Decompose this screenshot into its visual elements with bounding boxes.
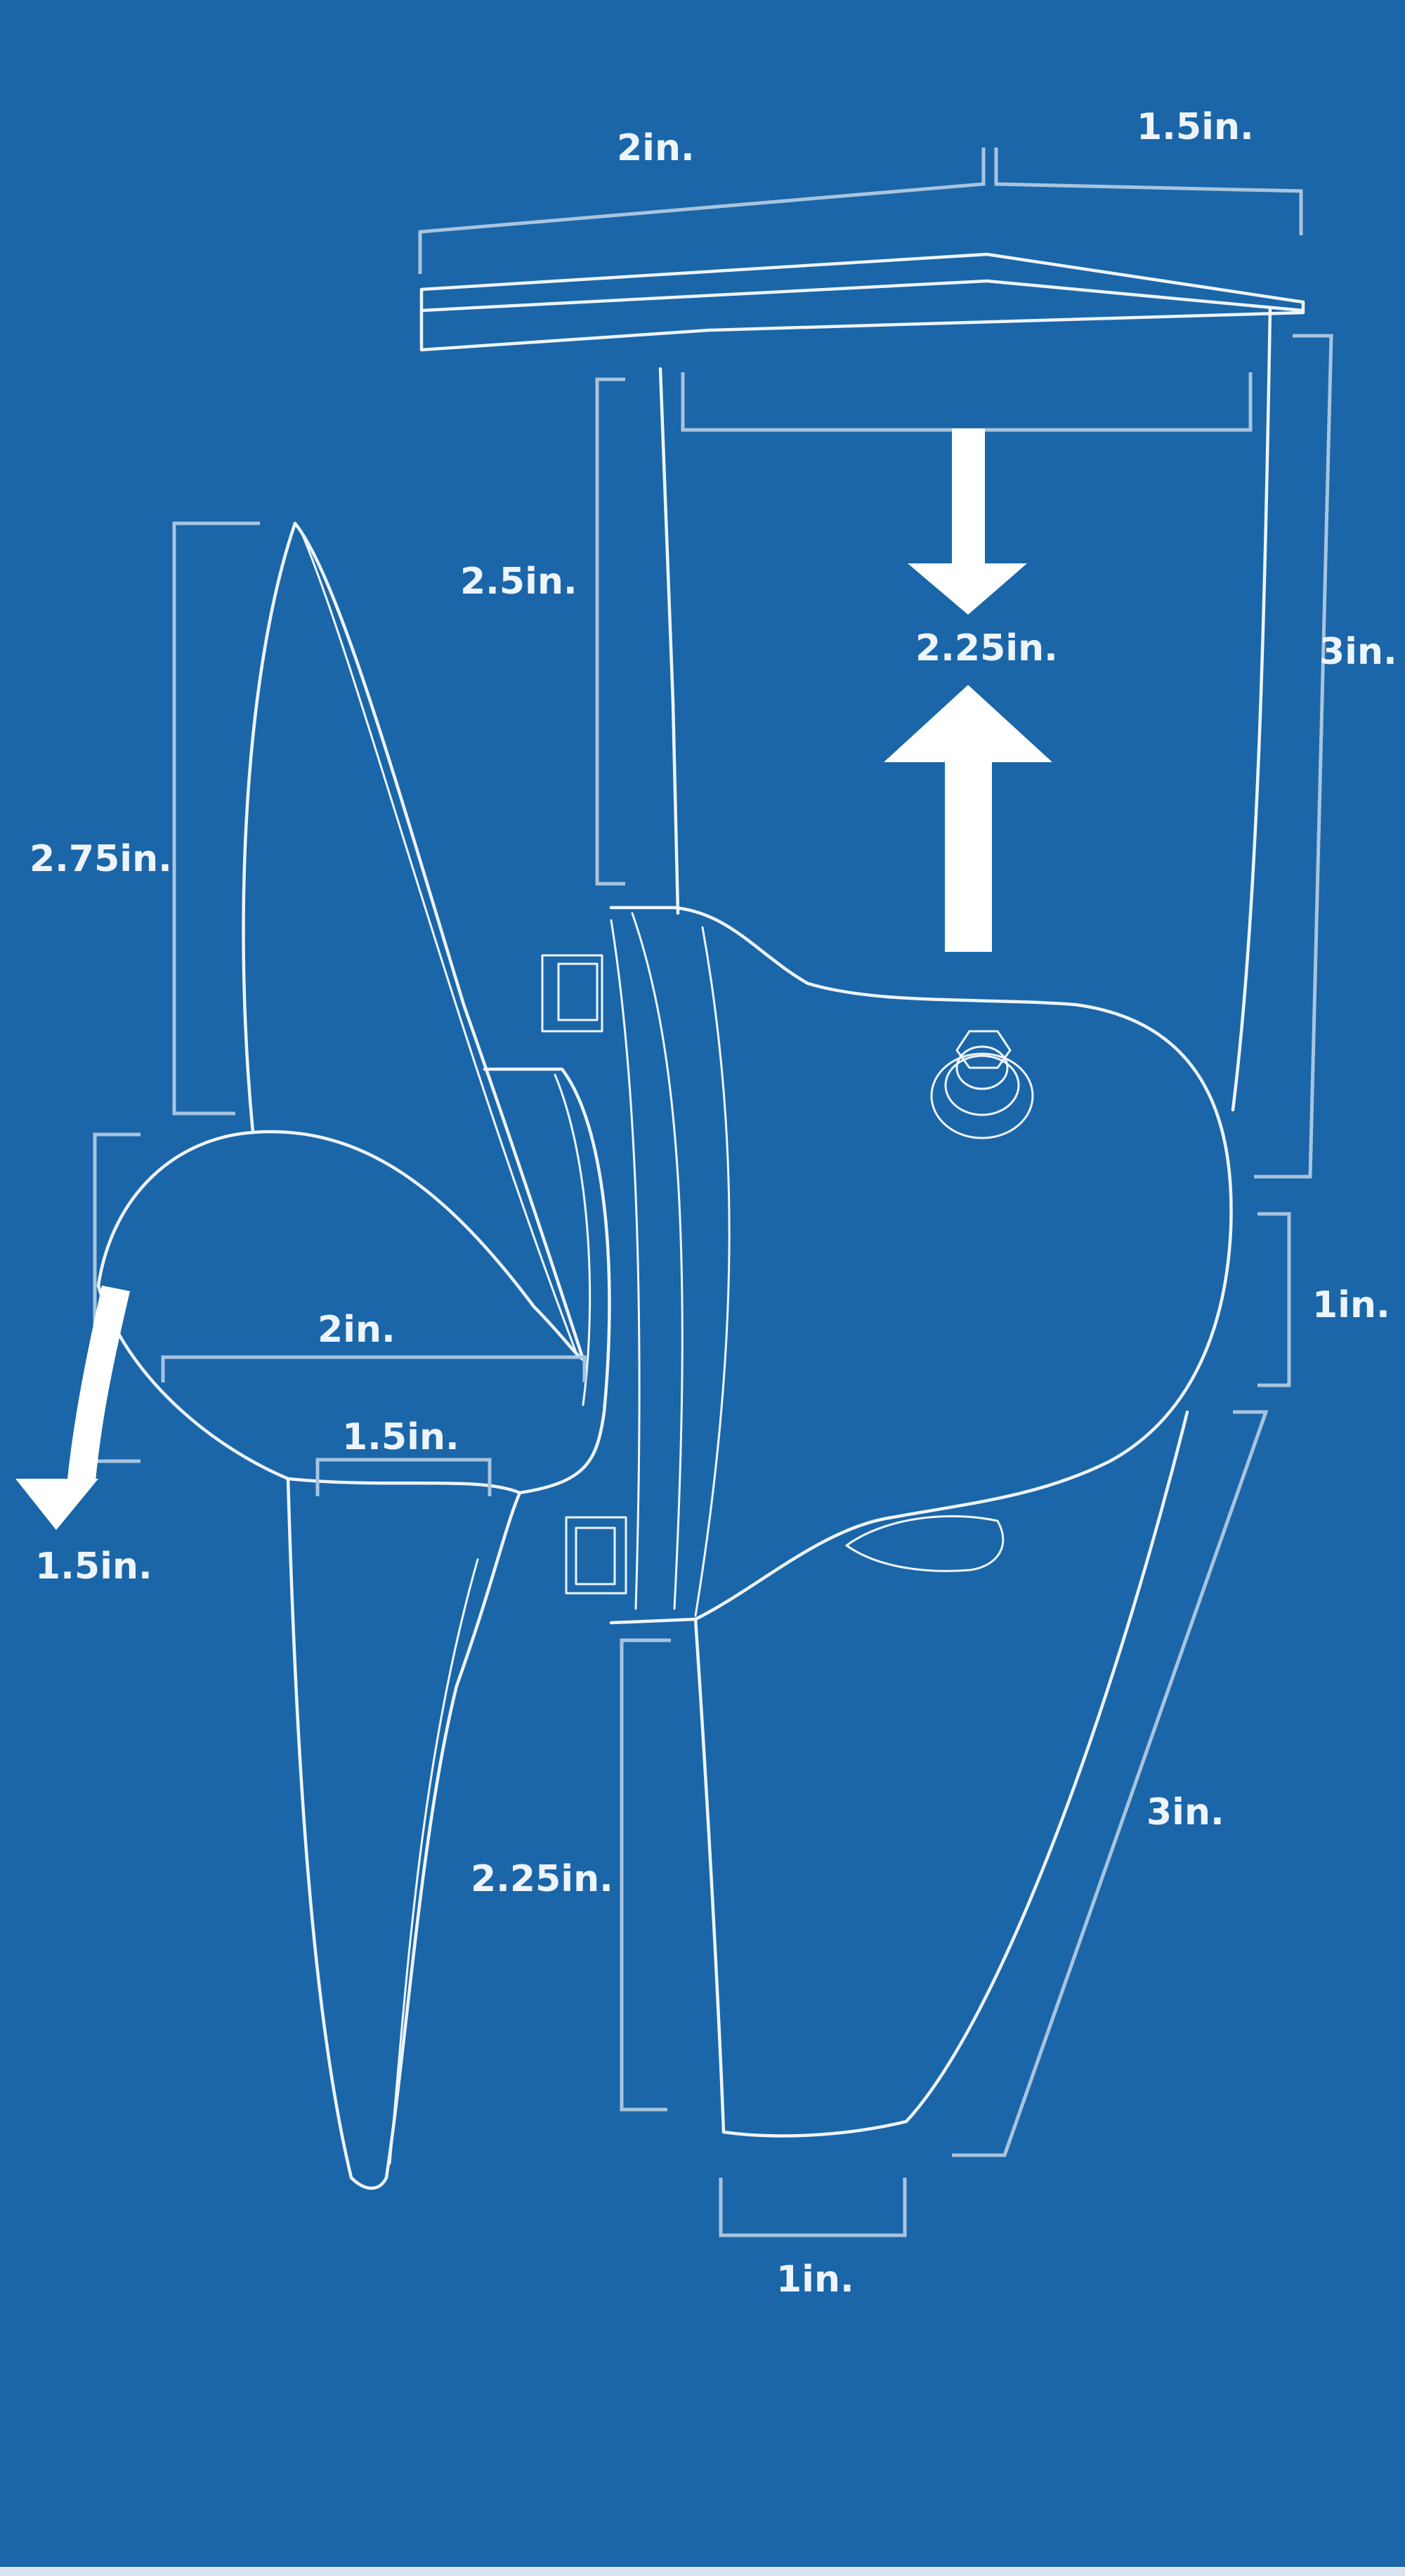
label-gap: 2.25in.: [915, 627, 1058, 669]
propeller-blades: [96, 521, 585, 2190]
label-bottom: 1in.: [776, 2258, 854, 2301]
bottom-border: [0, 2567, 1405, 2576]
propeller-hub: [483, 1067, 611, 1495]
dimension-brackets: [93, 148, 1333, 2237]
label-hub: 1in.: [1312, 1284, 1390, 1326]
curved-arrow-icon: [67, 1286, 130, 1481]
label-top-right: 1.5in.: [1137, 106, 1254, 148]
label-top-left: 2in.: [617, 127, 695, 169]
label-shaft-left: 2.5in.: [460, 561, 577, 603]
curved-arrow: [15, 1286, 130, 1530]
gearcase: [609, 905, 1233, 1625]
label-skeg: 2.25in.: [471, 1858, 613, 1900]
label-right-lower: 3in.: [1146, 1791, 1224, 1833]
double-arrow: [884, 429, 1052, 952]
label-blade-tip: 1.5in.: [35, 1545, 152, 1588]
skeg: [693, 1410, 1189, 2138]
arrow-down-icon: [908, 429, 1027, 615]
hub-bolts: [541, 954, 627, 1595]
label-right-upper: 3in.: [1319, 631, 1397, 673]
anti-ventilation-plate: [419, 252, 1305, 352]
label-blade-upper: 2.75in.: [30, 838, 172, 880]
shaft-housing: [658, 307, 1272, 1112]
arrow-up-icon: [884, 685, 1052, 952]
label-blade-lower: 1.5in.: [342, 1416, 459, 1458]
label-blade-middle: 2in.: [318, 1309, 396, 1351]
